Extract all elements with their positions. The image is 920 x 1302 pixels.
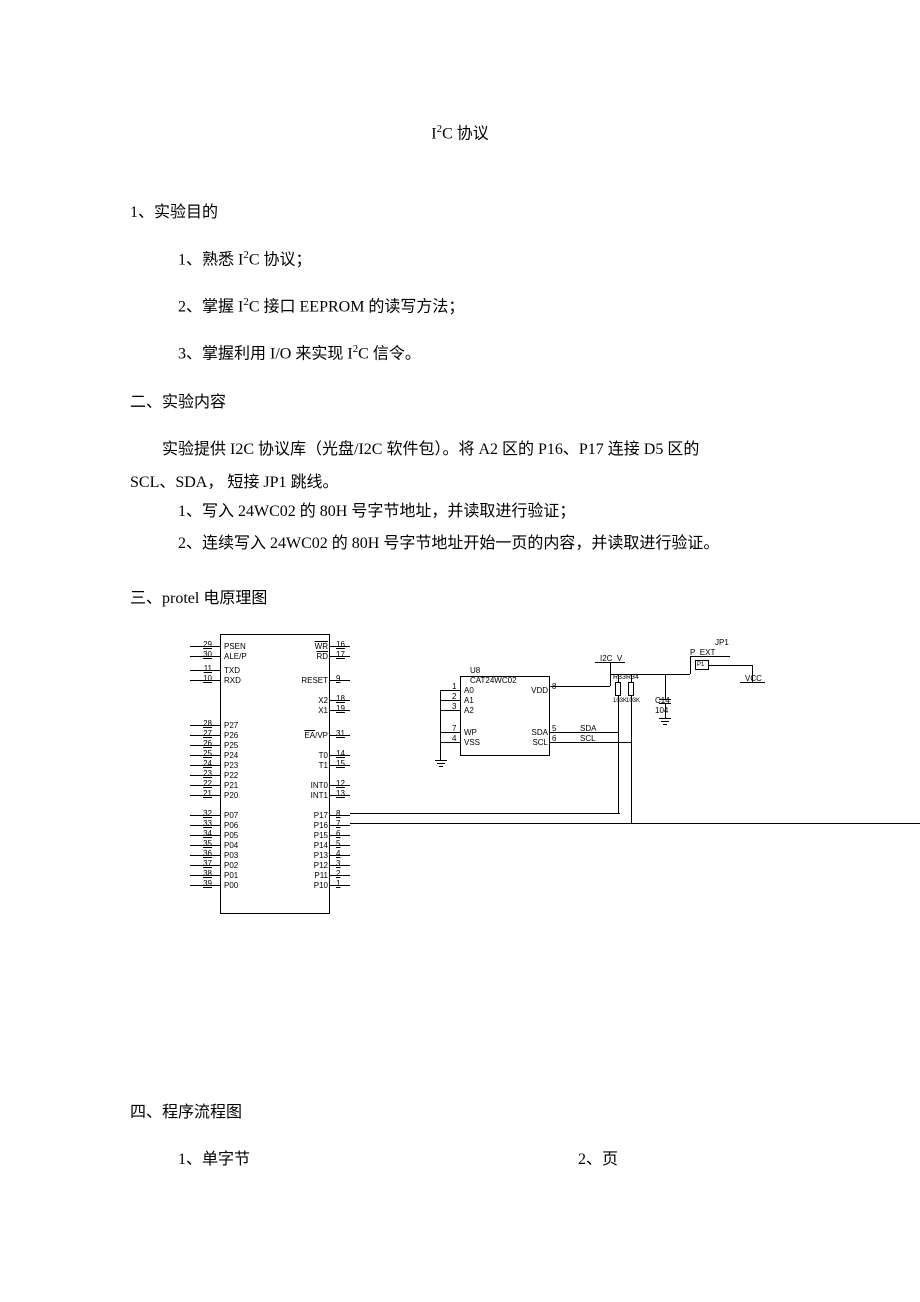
section2-para1: 实验提供 I2C 协议库（光盘/I2C 软件包）。将 A2 区的 P16、P17…	[130, 436, 790, 465]
section4-row: 1、单字节 2、页	[178, 1146, 790, 1175]
mcu-pin-name: T1	[300, 759, 328, 773]
eeprom-pin-num: 6	[552, 732, 556, 746]
mcu-pin-name: RESET	[300, 674, 328, 688]
mcu-pin-name: ALE/P	[224, 650, 247, 664]
section4-item2: 2、页	[578, 1146, 618, 1175]
eeprom-pin-num: 3	[452, 700, 456, 714]
gnd-cap-symbol	[659, 718, 671, 725]
c14-val: 104	[655, 704, 668, 718]
mcu-pin-num: 19	[336, 702, 345, 716]
eeprom-pin-num: 8	[552, 680, 556, 694]
gnd-symbol	[435, 760, 447, 767]
section2-para2: SCL、SDA， 短接 JP1 跳线。	[130, 469, 790, 498]
mcu-pin-num: 1	[336, 877, 340, 891]
mcu-pin-num: 15	[336, 757, 345, 771]
section4-heading: 四、程序流程图	[130, 1099, 790, 1128]
section1-item2: 2、掌握 I2C 接口 EEPROM 的读写方法；	[178, 293, 790, 322]
mcu-pin-name: EA/VP	[300, 729, 328, 743]
mcu-pin-num: 13	[336, 787, 345, 801]
mcu-pin-name: P10	[300, 879, 328, 893]
mcu-pin-num: 9	[336, 672, 340, 686]
section2-item2: 2、连续写入 24WC02 的 80H 号字节地址开始一页的内容，并读取进行验证…	[178, 530, 790, 559]
section1-item3: 3、掌握利用 I/O 来实现 I2C 信令。	[178, 340, 790, 369]
mcu-pin-name: RXD	[224, 674, 241, 688]
mcu-pin-name: INT1	[300, 789, 328, 803]
vcc-label: VCC	[745, 672, 762, 686]
pext-label: P_EXT	[690, 646, 715, 660]
eeprom-pin-name: SCL	[522, 736, 548, 750]
section3-heading: 三、protel 电原理图	[130, 585, 790, 614]
r34-val: 103K	[626, 696, 640, 707]
mcu-pin-name: P00	[224, 879, 238, 893]
section1-heading: 1、实验目的	[130, 199, 790, 228]
i2cv-label: I2C_V	[600, 652, 622, 666]
jp1-label: JP1	[715, 636, 729, 650]
schematic-diagram: 29PSEN30ALE/P11TXD10RXD28P2727P2626P2525…	[160, 634, 920, 944]
mcu-pin-name: P20	[224, 789, 238, 803]
r33-val: 103K	[613, 696, 627, 707]
eeprom-pin-name: A2	[464, 704, 474, 718]
scl-net-label: SCL	[580, 732, 596, 746]
section2-item1: 1、写入 24WC02 的 80H 号字节地址，并读取进行验证；	[178, 498, 790, 527]
eeprom-pin-name: VSS	[464, 736, 480, 750]
mcu-pin-num: 17	[336, 648, 345, 662]
section1-item1: 1、熟悉 I2C 协议；	[178, 246, 790, 275]
eeprom-pin-num: 4	[452, 732, 456, 746]
title-suffix: C 协议	[442, 125, 489, 142]
section2-heading: 二、实验内容	[130, 389, 790, 418]
mcu-pin-num: 31	[336, 727, 345, 741]
mcu-pin-name: X1	[300, 704, 328, 718]
section4-item1: 1、单字节	[178, 1146, 578, 1175]
mcu-pin-name: RD	[300, 650, 328, 664]
eeprom-part-label: CAT24WC02	[470, 674, 517, 688]
document-title: I2C 协议	[130, 120, 790, 149]
eeprom-pin-name: VDD	[522, 684, 548, 698]
